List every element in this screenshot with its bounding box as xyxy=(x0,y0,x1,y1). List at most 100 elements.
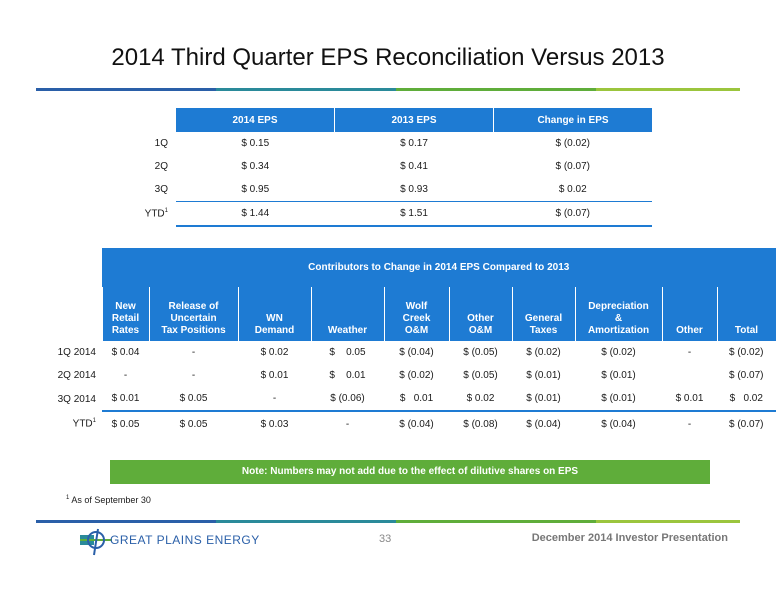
contrib-value-cell: $ (0.02) xyxy=(729,347,764,358)
table-row: 3Q $ 0.95 $ 0.93 $ 0.02 xyxy=(100,178,652,202)
contrib-col-header-line: Retail xyxy=(111,313,140,324)
contrib-col-header: New Retail Rates xyxy=(101,287,149,341)
eps-header-change: Change in EPS xyxy=(493,108,652,132)
contrib-col-header: Other O&M xyxy=(448,287,512,341)
contrib-value-cell: - xyxy=(662,410,717,436)
contrib-value-cell: $ 0.05 xyxy=(179,393,208,404)
contrib-col-header-line: Total xyxy=(734,325,759,336)
contrib-col-header-line: Release of xyxy=(168,301,219,312)
contributors-table: Contributors to Change in 2014 EPS Compa… xyxy=(36,248,776,436)
eps-change-cell: $ (0.02) xyxy=(555,138,590,149)
contrib-col-header: Other xyxy=(661,287,717,341)
contrib-value-cell: $ 0.05 xyxy=(329,347,366,358)
contrib-col-header: WN Demand xyxy=(237,287,311,341)
contrib-value-cell: $ 0.01 xyxy=(329,370,366,381)
table-row: 1Q $ 0.15 $ 0.17 $ (0.02) xyxy=(100,132,652,155)
contrib-col-header: General Taxes xyxy=(511,287,575,341)
row-label: 3Q 2014 xyxy=(57,393,96,405)
contrib-value-cell: $ 0.05 xyxy=(102,410,149,436)
contrib-value-cell: $ (0.07) xyxy=(717,410,776,436)
contrib-value-cell xyxy=(662,364,717,387)
footnote: 1 As of September 30 xyxy=(66,495,151,505)
contrib-col-header-line: O&M xyxy=(468,325,493,336)
eps-change-cell: $ (0.07) xyxy=(555,161,590,172)
top-rule-lightgreen xyxy=(596,88,740,91)
contrib-value-cell: - xyxy=(272,393,277,404)
presentation-title: December 2014 Investor Presentation xyxy=(531,532,728,544)
contrib-col-header-line: & xyxy=(614,313,623,324)
table-row: 1Q 2014 $ 0.04 - $ 0.02 $ 0.05 $ (0.04) $ (0.0… xyxy=(36,341,776,364)
eps-2014-cell: $ 0.95 xyxy=(241,184,270,195)
contrib-value-cell: $ (0.02) xyxy=(399,370,434,381)
contributors-title: Contributors to Change in 2014 EPS Compa… xyxy=(102,248,776,287)
logo-mark-icon xyxy=(80,528,112,556)
contrib-value-cell: - xyxy=(687,347,692,358)
contrib-col-header-line: O&M xyxy=(404,325,429,336)
table-row: YTD1 $ 0.05 $ 0.05 $ 0.03- $ (0.04) $ (0.08) $… xyxy=(36,410,776,436)
contrib-col-header-line: Taxes xyxy=(529,325,558,336)
row-label: 2Q 2014 xyxy=(57,370,96,381)
contrib-col-header-line: Wolf xyxy=(405,301,428,312)
contrib-value-cell: $ 0.01 xyxy=(260,370,289,381)
contrib-col-header-line: Depreciation xyxy=(588,301,649,312)
eps-header-2014: 2014 EPS xyxy=(176,108,335,132)
contrib-value-cell: $ (0.04) xyxy=(575,410,662,436)
row-label: 1Q xyxy=(154,138,168,149)
bottom-rule-lightgreen xyxy=(596,520,740,523)
contrib-value-cell: $ (0.02) xyxy=(601,347,636,358)
contrib-value-cell: $ 0.02 xyxy=(729,393,763,404)
bottom-rule-green xyxy=(396,520,596,523)
eps-2014-cell: $ 0.34 xyxy=(241,161,270,172)
contrib-value-cell: $ (0.04) xyxy=(512,410,575,436)
bottom-rule-teal xyxy=(216,520,396,523)
eps-header-2013: 2013 EPS xyxy=(334,108,494,132)
eps-table: 2014 EPS 2013 EPS Change in EPS 1Q $ 0.1… xyxy=(100,108,652,227)
great-plains-energy-logo: GREAT PLAINS ENERGY xyxy=(80,525,259,557)
row-label: 1Q 2014 xyxy=(57,347,96,358)
contrib-col-header-line: Demand xyxy=(254,325,295,336)
footnote-marker: 1 xyxy=(92,417,96,424)
contrib-value-cell: $ (0.01) xyxy=(601,370,636,381)
page-number: 33 xyxy=(379,533,392,545)
contrib-value-cell: $ 0.02 xyxy=(260,347,289,358)
logo-text: GREAT PLAINS ENERGY xyxy=(110,533,260,547)
eps-change-cell: $ (0.07) xyxy=(493,201,652,227)
contrib-col-header-line: Amortization xyxy=(587,325,650,336)
contrib-col-header-line: Creek xyxy=(402,313,431,324)
contrib-col-header-line: Other xyxy=(467,313,494,324)
contrib-col-header-line: WN xyxy=(266,313,283,324)
contrib-col-header-line: New xyxy=(115,301,136,312)
row-label: YTD1 xyxy=(72,417,96,430)
contrib-value-cell: $ (0.05) xyxy=(463,347,498,358)
note-banner: Note: Numbers may not add due to the eff… xyxy=(110,460,710,484)
eps-2014-cell: $ 1.44 xyxy=(176,201,335,227)
contrib-value-cell: $ (0.05) xyxy=(463,370,498,381)
eps-2014-cell: $ 0.15 xyxy=(241,138,270,149)
contrib-value-cell: - xyxy=(311,410,384,436)
contrib-value-cell: $ 0.02 xyxy=(466,393,495,404)
contrib-col-header: Depreciation & Amortization xyxy=(574,287,662,341)
top-rule-teal xyxy=(216,88,396,91)
row-label: 3Q xyxy=(154,184,168,196)
top-rule-green xyxy=(396,88,596,91)
table-row: 2Q $ 0.34 $ 0.41 $ (0.07) xyxy=(100,155,652,178)
table-row: 3Q 2014 $ 0.01 $ 0.05 - $ (0.06) $ 0.01 $ 0.02… xyxy=(36,387,776,411)
contrib-col-header-line: Tax Positions xyxy=(161,325,226,336)
contrib-value-cell: $ 0.01 xyxy=(399,393,434,404)
eps-2013-cell: $ 0.93 xyxy=(400,184,428,195)
contrib-value-cell: $ (0.01) xyxy=(526,370,561,381)
contrib-col-header: Total xyxy=(716,287,776,341)
eps-2013-cell: $ 1.51 xyxy=(334,201,494,227)
contrib-value-cell: $ (0.08) xyxy=(449,410,512,436)
contrib-value-cell: $ (0.07) xyxy=(729,370,764,381)
contrib-col-header-line: Weather xyxy=(327,325,368,336)
contrib-value-cell: - xyxy=(191,370,196,381)
eps-2013-cell: $ 0.17 xyxy=(400,138,428,149)
bottom-rule-blue xyxy=(36,520,216,523)
contrib-value-cell: $ (0.06) xyxy=(330,393,365,404)
contrib-value-cell: $ 0.01 xyxy=(111,393,140,404)
contrib-col-header: Weather xyxy=(310,287,384,341)
contrib-value-cell: - xyxy=(123,370,128,381)
table-row: 2Q 2014 - - $ 0.01 $ 0.01 $ (0.02) $ (0.05) $ (… xyxy=(36,364,776,387)
contrib-col-header-line: Other xyxy=(676,325,703,336)
